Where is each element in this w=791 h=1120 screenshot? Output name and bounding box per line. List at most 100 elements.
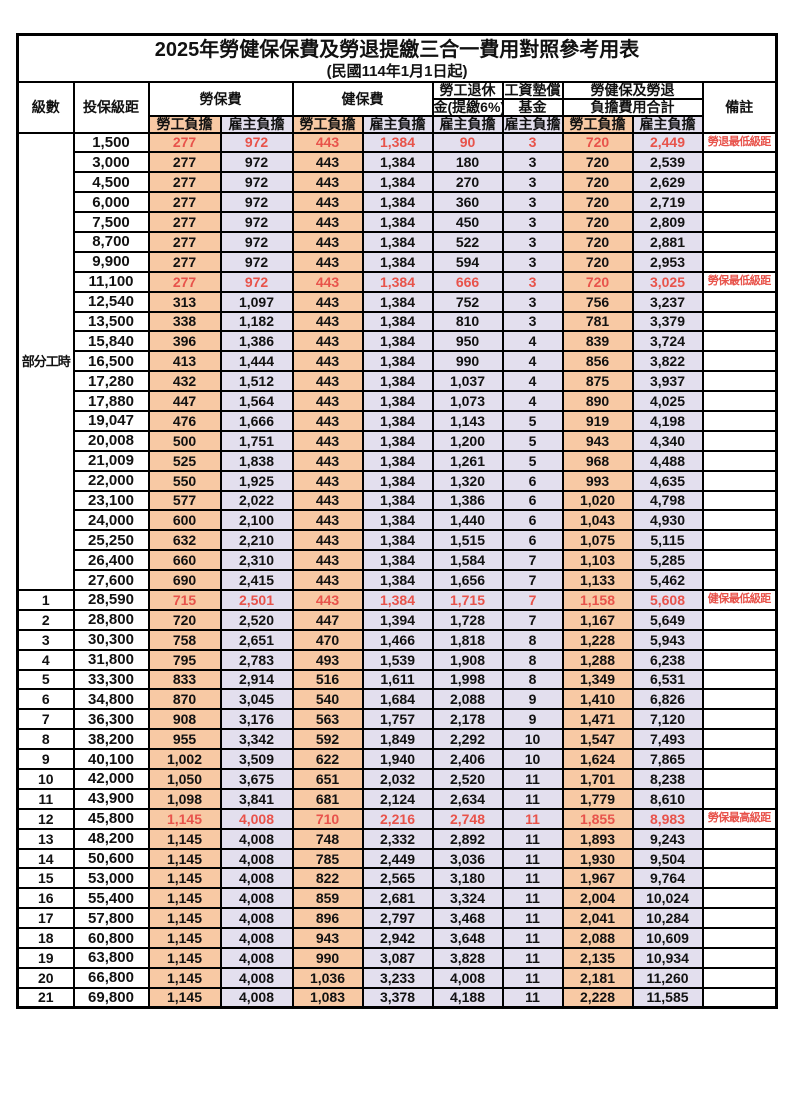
cell-labor-employer: 3,176 <box>219 708 294 731</box>
cell-insured-bracket: 3,000 <box>72 151 150 174</box>
cell-remark <box>701 429 778 452</box>
cell-health-employee: 443 <box>291 370 364 393</box>
cell-wage-fund-employer: 7 <box>501 569 564 591</box>
cell-remark <box>701 728 778 751</box>
cell-pension-employer: 3,324 <box>431 887 504 910</box>
cell-remark <box>701 867 778 890</box>
header-row-group-line2: 金(提繳6%) 基金 負擔費用合計 <box>18 97 777 117</box>
cell-insured-bracket: 60,800 <box>72 927 150 950</box>
cell-total-employer: 11,260 <box>631 966 704 989</box>
cell-level: 21 <box>16 986 75 1009</box>
cell-total-employee: 875 <box>561 370 634 393</box>
cell-health-employer: 1,384 <box>361 270 434 293</box>
cell-insured-bracket: 55,400 <box>72 887 150 910</box>
cell-labor-employee: 955 <box>147 728 222 751</box>
cell-pension-employer: 950 <box>431 330 504 353</box>
cell-health-employer: 1,384 <box>361 330 434 353</box>
cell-health-employee: 443 <box>291 191 364 214</box>
col-header-level: 級數 <box>16 80 75 134</box>
cell-remark <box>701 350 778 373</box>
cell-remark <box>701 628 778 651</box>
table-row: 4 31,800 795 2,783 493 1,539 1,908 8 1,288 6,238 <box>16 648 778 671</box>
table-row: 17,280 432 1,512 443 1,384 1,037 4 875 3,937 <box>18 370 778 393</box>
cell-labor-employee: 1,145 <box>147 927 222 950</box>
cell-wage-fund-employer: 7 <box>501 608 564 631</box>
cell-total-employee: 720 <box>561 191 634 214</box>
col-header-wage-fund-line2: 基金 <box>501 97 564 117</box>
cell-remark <box>701 151 778 174</box>
cell-insured-bracket: 31,800 <box>72 648 150 671</box>
cell-remark <box>701 748 778 770</box>
cell-total-employer: 7,120 <box>631 708 704 731</box>
cell-health-employee: 990 <box>291 947 364 969</box>
cell-labor-employee: 447 <box>147 390 222 412</box>
cell-total-employee: 1,624 <box>561 748 634 770</box>
cell-insured-bracket: 26,400 <box>72 549 150 572</box>
cell-health-employee: 443 <box>291 290 364 313</box>
title-block: 2025年勞健保保費及勞退提繳三合一費用對照參考用表 (民國114年1月1日起) <box>16 33 778 83</box>
cell-health-employer: 2,332 <box>361 827 434 850</box>
cell-health-employee: 493 <box>291 648 364 671</box>
cell-labor-employee: 1,050 <box>147 768 222 790</box>
cell-total-employer: 3,379 <box>631 310 704 333</box>
cell-total-employee: 890 <box>561 390 634 412</box>
cell-remark <box>701 370 778 393</box>
table-row: 20,008 500 1,751 443 1,384 1,200 5 943 4,340 <box>18 429 778 452</box>
cell-insured-bracket: 22,000 <box>72 469 150 492</box>
cell-health-employer: 1,384 <box>361 211 434 233</box>
cell-labor-employer: 1,386 <box>219 330 294 353</box>
cell-remark <box>701 847 778 870</box>
cell-total-employee: 781 <box>561 310 634 333</box>
cell-labor-employer: 2,651 <box>219 628 294 651</box>
cell-health-employee: 470 <box>291 628 364 651</box>
cell-level: 7 <box>16 708 75 731</box>
cell-wage-fund-employer: 11 <box>501 867 564 890</box>
table-row: 19 63,800 1,145 4,008 990 3,087 3,828 11 2,135 10… <box>16 947 778 969</box>
table-row: 27,600 690 2,415 443 1,384 1,656 7 1,133 5,462 <box>18 569 778 591</box>
cell-labor-employee: 313 <box>147 290 222 313</box>
cell-health-employer: 1,757 <box>361 708 434 731</box>
cell-insured-bracket: 11,100 <box>72 270 150 293</box>
cell-total-employer: 5,943 <box>631 628 704 651</box>
cell-remark: 勞退最低級距 <box>701 131 778 154</box>
cell-health-employee: 443 <box>291 350 364 373</box>
cell-labor-employer: 3,675 <box>219 768 294 790</box>
cell-insured-bracket: 28,590 <box>72 588 150 611</box>
cell-pension-employer: 2,178 <box>431 708 504 731</box>
header-row-group: 級數 投保級距 勞保費 健保費 勞工退休 工資墊償 勞健保及勞退 備註 <box>16 80 778 134</box>
cell-health-employer: 3,087 <box>361 947 434 969</box>
cell-pension-employer: 752 <box>431 290 504 313</box>
cell-total-employee: 2,004 <box>561 887 634 910</box>
cell-health-employee: 443 <box>291 250 364 273</box>
cell-total-employer: 5,649 <box>631 608 704 631</box>
cell-health-employee: 622 <box>291 748 364 770</box>
cell-health-employee: 443 <box>291 529 364 552</box>
cell-health-employee: 896 <box>291 907 364 930</box>
cell-labor-employee: 277 <box>147 191 222 214</box>
cell-insured-bracket: 30,300 <box>72 628 150 651</box>
cell-level: 3 <box>16 628 75 651</box>
cell-level: 18 <box>16 927 75 950</box>
cell-labor-employee: 1,145 <box>147 827 222 850</box>
table-row: 4,500 277 972 443 1,384 270 3 720 2,629 <box>18 171 778 194</box>
cell-insured-bracket: 15,840 <box>72 330 150 353</box>
cell-total-employer: 7,865 <box>631 748 704 770</box>
table-row: 9 40,100 1,002 3,509 622 1,940 2,406 10 1,624 7,8… <box>16 748 778 770</box>
cell-total-employer: 9,504 <box>631 847 704 870</box>
cell-total-employee: 720 <box>561 230 634 253</box>
cell-total-employee: 919 <box>561 409 634 432</box>
cell-total-employer: 4,798 <box>631 489 704 512</box>
cell-pension-employer: 360 <box>431 191 504 214</box>
cell-pension-employer: 180 <box>431 151 504 174</box>
cell-health-employee: 443 <box>291 509 364 532</box>
cell-total-employee: 720 <box>561 211 634 233</box>
cell-health-employee: 443 <box>291 151 364 174</box>
cell-total-employee: 1,103 <box>561 549 634 572</box>
cell-insured-bracket: 6,000 <box>72 191 150 214</box>
cell-labor-employee: 795 <box>147 648 222 671</box>
cell-total-employer: 5,462 <box>631 569 704 591</box>
table-row: 14 50,600 1,145 4,008 785 2,449 3,036 11 1,930 9,… <box>16 847 778 870</box>
col-header-wage-fund-line1: 工資墊償 <box>501 80 564 100</box>
cell-wage-fund-employer: 3 <box>501 230 564 253</box>
col-header-total-line2: 負擔費用合計 <box>561 97 704 117</box>
